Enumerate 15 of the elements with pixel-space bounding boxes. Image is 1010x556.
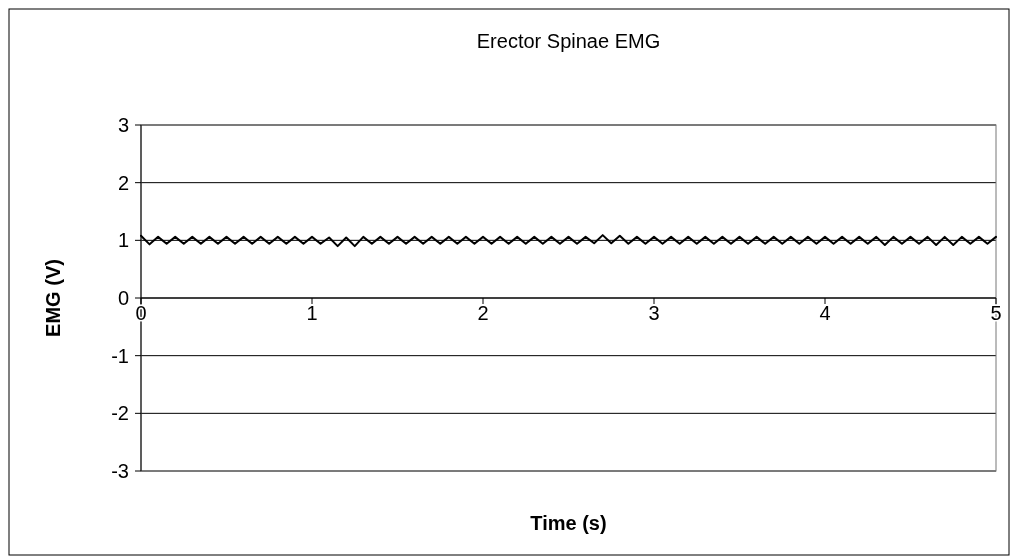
x-tick-label: 3 bbox=[648, 302, 660, 324]
x-tick-label: 2 bbox=[477, 302, 489, 324]
y-tick-label: 3 bbox=[117, 114, 129, 136]
y-tick-label: 2 bbox=[117, 171, 129, 194]
x-tick-label: 1 bbox=[306, 302, 318, 324]
y-tick-label: 0 bbox=[117, 287, 129, 309]
y-tick-label: -1 bbox=[111, 344, 129, 367]
y-tick-label: -3 bbox=[111, 460, 129, 482]
x-tick-label: 4 bbox=[819, 302, 831, 324]
y-axis-title: EMG (V) bbox=[42, 259, 64, 337]
y-tick-label: -2 bbox=[111, 402, 129, 425]
x-tick-label: 5 bbox=[990, 302, 1002, 324]
chart-title: Erector Spinae EMG bbox=[476, 30, 661, 52]
x-axis-title: Time (s) bbox=[530, 512, 607, 534]
y-tick-label: 1 bbox=[117, 229, 129, 252]
